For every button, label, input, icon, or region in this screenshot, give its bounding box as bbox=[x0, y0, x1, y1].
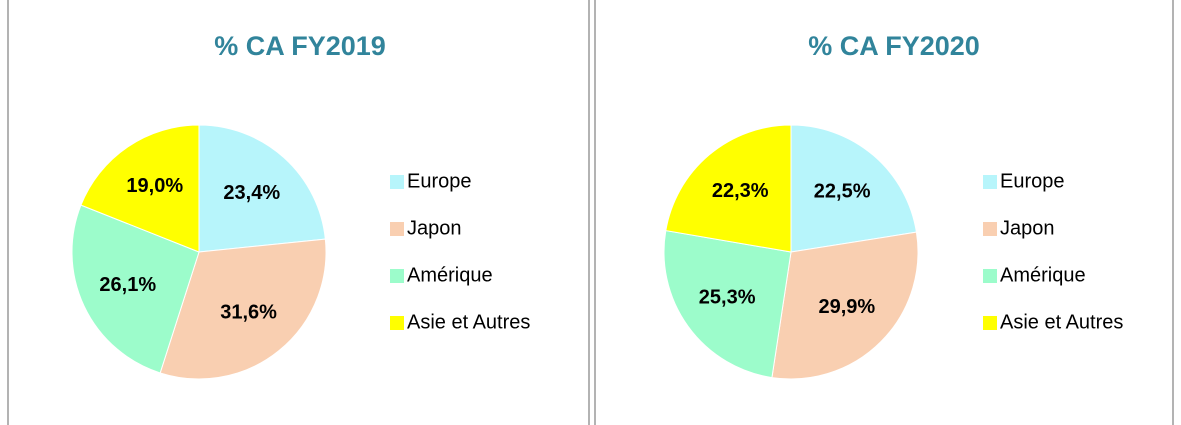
data-label: 23,4% bbox=[223, 182, 280, 204]
data-label: 26,1% bbox=[99, 274, 156, 296]
data-label: 19,0% bbox=[126, 175, 183, 197]
legend-label: Japon bbox=[407, 217, 462, 239]
pie-slice bbox=[771, 231, 919, 380]
legend-label: Amérique bbox=[1000, 264, 1086, 286]
pie-slice bbox=[71, 204, 200, 374]
legend-label: Europe bbox=[407, 170, 472, 192]
data-label: 22,3% bbox=[712, 180, 769, 202]
data-label: 25,3% bbox=[699, 286, 756, 308]
legend-swatch bbox=[390, 269, 404, 283]
legend-label: Japon bbox=[1000, 217, 1055, 239]
legend-swatch bbox=[390, 222, 404, 236]
data-label: 29,9% bbox=[818, 296, 875, 318]
pie-slice bbox=[663, 229, 792, 379]
pie-slice bbox=[790, 124, 918, 253]
legend-label: Asie et Autres bbox=[407, 311, 530, 333]
legend-label: Amérique bbox=[407, 264, 493, 286]
legend-swatch bbox=[983, 269, 997, 283]
data-label: 22,5% bbox=[814, 180, 871, 202]
legend-label: Europe bbox=[1000, 170, 1065, 192]
legend-label: Asie et Autres bbox=[1000, 311, 1123, 333]
legend-swatch bbox=[390, 316, 404, 330]
data-label: 31,6% bbox=[220, 301, 277, 323]
chart-title: % CA FY2020 bbox=[808, 31, 980, 61]
chart-title: % CA FY2019 bbox=[214, 31, 386, 61]
pie-slice bbox=[665, 124, 792, 253]
legend-swatch bbox=[983, 316, 997, 330]
legend-swatch bbox=[983, 175, 997, 189]
pie-slice bbox=[159, 238, 327, 380]
legend-swatch bbox=[983, 222, 997, 236]
pie-slice bbox=[80, 124, 200, 253]
pie-slice bbox=[198, 124, 326, 253]
legend-swatch bbox=[390, 175, 404, 189]
